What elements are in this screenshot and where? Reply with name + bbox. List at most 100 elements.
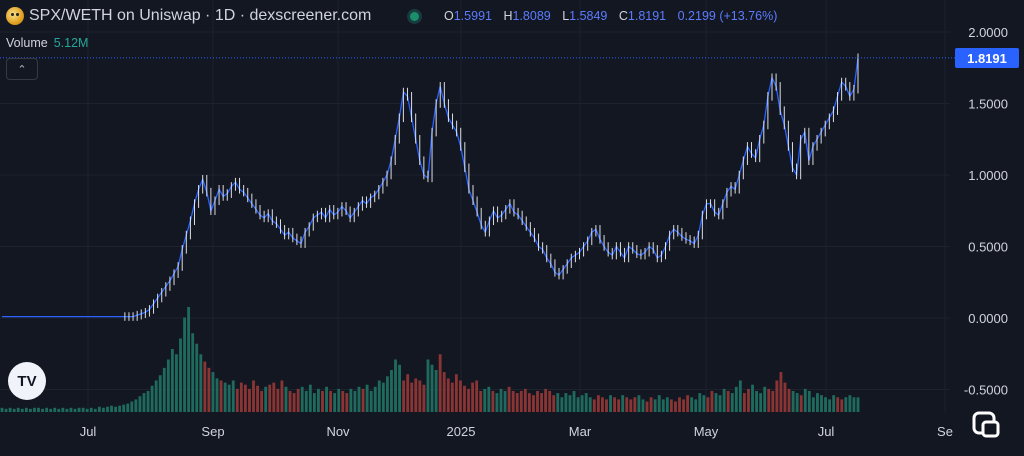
y-axis[interactable]: 2.0000 1.5000 1.0000 0.5000 0.0000 -0.5000	[964, 25, 1008, 398]
volume-bar	[154, 380, 158, 412]
volume-bar	[223, 382, 227, 412]
volume-bar	[341, 391, 345, 412]
volume-bar	[836, 397, 840, 412]
volume-bar	[515, 393, 519, 412]
volume-bar	[467, 388, 470, 412]
volume-bar	[698, 393, 702, 412]
ohlc-close-label: C	[618, 9, 628, 23]
volume-bar	[126, 403, 130, 412]
volume-bar	[686, 395, 690, 412]
volume-bar	[317, 388, 320, 412]
x-axis[interactable]: Jul Sep Nov 2025 Mar May Jul Se	[80, 424, 953, 439]
volume-bar	[779, 372, 783, 412]
volume-bar	[625, 397, 629, 412]
volume-bar	[158, 375, 162, 412]
volume-bar	[284, 386, 288, 412]
volume-bar	[702, 395, 706, 412]
volume-bar	[300, 386, 304, 412]
volume-bar	[556, 393, 560, 412]
volume-bar	[138, 396, 142, 412]
volume-bar	[601, 397, 604, 412]
volume-bar	[755, 391, 758, 412]
volume-bar	[747, 388, 750, 412]
volume-bar	[568, 395, 572, 412]
price-series	[2, 53, 859, 321]
volume-bar	[718, 395, 722, 412]
volume-bar	[385, 376, 389, 412]
chart-header: SPX/WETH on Uniswap · 1D · dexscreener.c…	[0, 0, 950, 34]
volume-bar	[28, 408, 32, 412]
volume-bar	[803, 388, 807, 412]
volume-bar	[629, 399, 633, 412]
market-status-icon[interactable]	[410, 12, 419, 21]
x-tick-label: Sep	[201, 424, 224, 439]
volume-bar	[532, 395, 535, 412]
volume-bar	[53, 407, 57, 412]
volume-bar	[8, 407, 12, 412]
volume-bar	[211, 372, 215, 412]
volume-bar	[454, 374, 458, 412]
volume-bar	[422, 384, 426, 412]
volume-bar	[20, 408, 24, 412]
volume-bar	[276, 388, 280, 412]
volume-bar	[742, 393, 746, 412]
volume-bar	[325, 386, 328, 412]
volume-bar	[848, 395, 852, 412]
volume-bar	[807, 391, 811, 412]
volume-bar	[150, 385, 154, 412]
volume-bar	[722, 388, 726, 412]
volume-bar	[637, 395, 641, 412]
volume-bar	[402, 380, 406, 412]
volume-bar	[775, 380, 779, 412]
ohlc-low-label: L	[562, 9, 570, 23]
dexscreener-logo-icon[interactable]	[970, 408, 1002, 440]
volume-bar	[665, 397, 669, 412]
volume-bar	[661, 399, 665, 412]
volume-bar	[235, 388, 239, 412]
ohlc-low-value: 1.5849	[569, 9, 608, 23]
volume-bar	[450, 382, 454, 412]
volume-bar	[308, 384, 312, 412]
volume-bar	[795, 393, 799, 412]
volume-bar	[734, 386, 738, 412]
volume-bar	[280, 380, 284, 412]
volume-bar	[576, 397, 580, 412]
y-tick-label: 2.0000	[968, 25, 1008, 40]
volume-bar	[771, 391, 775, 412]
x-tick-label: 2025	[447, 424, 476, 439]
volume-bar	[239, 382, 243, 412]
volume-bar	[645, 401, 649, 412]
ohlc-legend: O1.5991 H1.8089 L1.5849 C1.8191 0.2199 (…	[444, 9, 785, 23]
volume-bar	[783, 382, 787, 412]
volume-bar	[37, 407, 40, 412]
volume-bar	[641, 399, 645, 412]
volume-bar	[710, 391, 714, 412]
tradingview-logo-icon[interactable]: TV	[8, 362, 46, 400]
volume-bar	[170, 349, 174, 412]
volume-bar	[840, 399, 844, 412]
volume-bar	[365, 384, 369, 412]
volume-bar	[199, 354, 203, 412]
volume-bar	[507, 386, 511, 412]
volume-bar	[227, 384, 231, 412]
volume-bar	[272, 382, 276, 412]
volume-bar	[122, 404, 126, 412]
volume-bar	[12, 408, 16, 412]
volume-bar	[288, 391, 292, 412]
volume-bar	[540, 393, 543, 412]
volume-bar	[491, 391, 495, 412]
volume-bar	[410, 382, 414, 412]
volume-bar	[633, 397, 637, 412]
volume-bar	[89, 407, 93, 412]
volume-bar	[73, 408, 77, 412]
volume-bar	[349, 388, 353, 412]
collapse-legend-button[interactable]: ⌃	[6, 58, 38, 80]
volume-bar	[844, 397, 848, 412]
volume-bar	[304, 391, 308, 412]
volume-bar	[832, 395, 836, 412]
volume-bar	[649, 397, 653, 412]
volume-bar	[669, 399, 673, 412]
ohlc-high-value: 1.8089	[512, 9, 551, 23]
volume-bar	[791, 391, 795, 412]
